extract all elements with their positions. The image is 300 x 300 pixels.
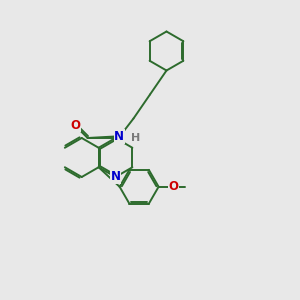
Text: O: O xyxy=(70,119,80,132)
Text: N: N xyxy=(114,130,124,143)
Text: H: H xyxy=(131,133,140,143)
Text: N: N xyxy=(110,170,121,184)
Text: O: O xyxy=(169,180,178,193)
